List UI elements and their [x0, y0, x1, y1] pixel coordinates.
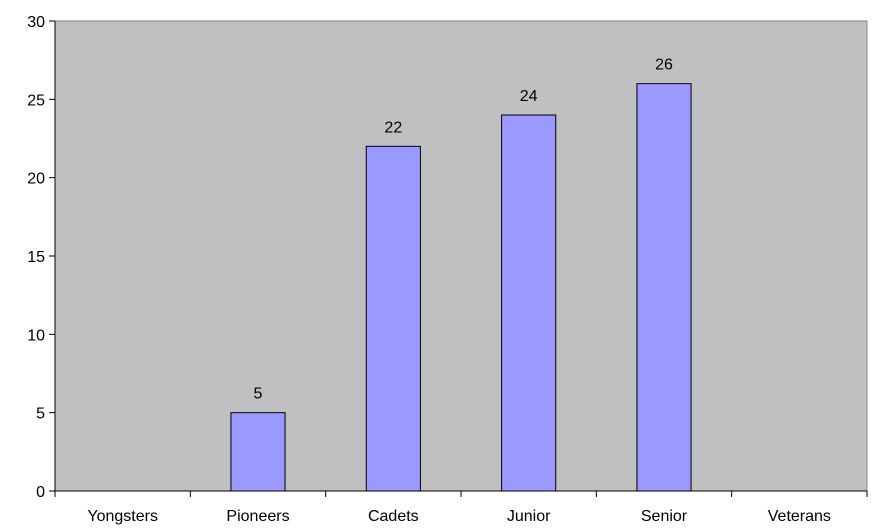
data-labels: 5 22 24 26: [254, 57, 673, 403]
y-tick-label: 0: [36, 484, 45, 501]
bars: [230, 83, 692, 492]
x-tick-label: Senior: [641, 508, 688, 525]
bar-senior: [636, 83, 692, 492]
y-tick-label: 20: [27, 171, 45, 188]
data-label-junior: 24: [520, 88, 538, 105]
y-tick-label: 15: [27, 249, 45, 266]
data-label-pioneers: 5: [254, 386, 263, 403]
data-label-senior: 26: [655, 57, 673, 74]
y-tick-label: 30: [27, 14, 45, 31]
y-axis: 0 5 10 15 20 25 30: [27, 14, 56, 501]
bar-junior: [501, 114, 557, 492]
x-tick-label: Pioneers: [226, 508, 289, 525]
x-tick-label: Veterans: [768, 508, 831, 525]
data-label-cadets: 22: [384, 119, 402, 136]
x-tick-label: Junior: [507, 508, 551, 525]
plot-area: [54, 20, 868, 492]
y-tick-label: 5: [36, 406, 45, 423]
x-axis: Yongsters Pioneers Cadets Junior Senior Veter…: [54, 490, 868, 525]
x-tick-label: Cadets: [368, 508, 419, 525]
y-tick-label: 25: [27, 92, 45, 109]
bar-cadets: [365, 145, 421, 492]
y-tick-label: 10: [27, 327, 45, 344]
bar-pioneers: [230, 412, 286, 492]
x-tick-label: Yongsters: [87, 508, 158, 525]
